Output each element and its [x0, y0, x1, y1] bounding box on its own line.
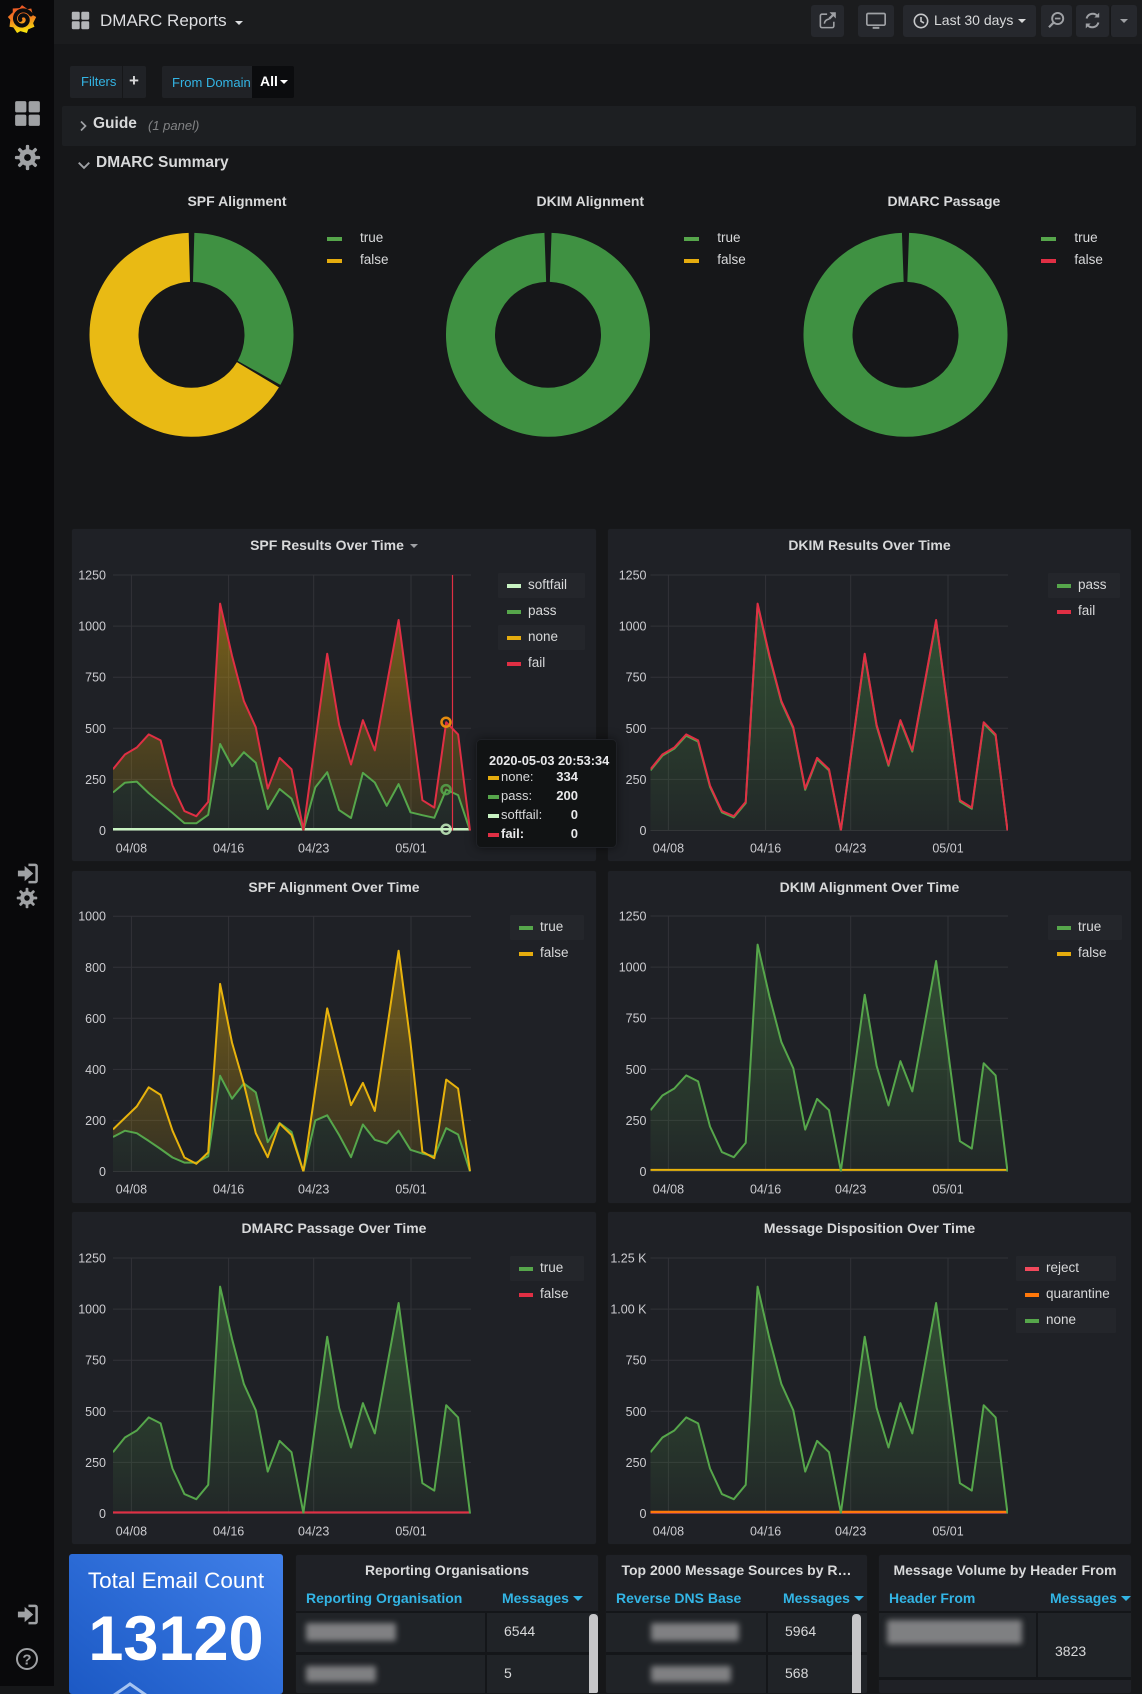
svg-text:04/16: 04/16 — [750, 842, 781, 856]
svg-text:800: 800 — [85, 961, 106, 975]
svg-text:0: 0 — [640, 824, 647, 838]
svg-text:1.00 K: 1.00 K — [610, 1303, 647, 1317]
svg-text:?: ? — [22, 1652, 31, 1669]
svg-text:1250: 1250 — [78, 569, 106, 583]
svg-text:1000: 1000 — [619, 620, 647, 634]
svg-text:750: 750 — [85, 1354, 106, 1368]
svg-text:0: 0 — [640, 1165, 647, 1179]
svg-text:1.25 K: 1.25 K — [610, 1252, 647, 1266]
svg-text:04/08: 04/08 — [116, 842, 147, 856]
svg-text:0: 0 — [99, 1165, 106, 1179]
svg-text:04/23: 04/23 — [835, 1525, 866, 1539]
svg-text:750: 750 — [626, 1012, 647, 1026]
svg-text:500: 500 — [85, 722, 106, 736]
svg-text:250: 250 — [626, 1114, 647, 1128]
svg-text:05/01: 05/01 — [395, 842, 426, 856]
svg-text:250: 250 — [85, 1456, 106, 1470]
svg-text:250: 250 — [626, 773, 647, 787]
svg-text:05/01: 05/01 — [932, 1525, 963, 1539]
svg-text:04/08: 04/08 — [653, 1183, 684, 1197]
svg-text:04/23: 04/23 — [298, 842, 329, 856]
svg-text:05/01: 05/01 — [395, 1525, 426, 1539]
svg-text:1000: 1000 — [619, 961, 647, 975]
svg-text:250: 250 — [626, 1456, 647, 1470]
svg-text:500: 500 — [626, 722, 647, 736]
svg-text:04/08: 04/08 — [116, 1525, 147, 1539]
svg-text:04/16: 04/16 — [213, 1183, 244, 1197]
svg-text:04/23: 04/23 — [835, 842, 866, 856]
svg-text:04/16: 04/16 — [750, 1525, 781, 1539]
svg-text:1250: 1250 — [619, 569, 647, 583]
svg-text:05/01: 05/01 — [932, 842, 963, 856]
svg-text:04/08: 04/08 — [653, 842, 684, 856]
svg-text:1250: 1250 — [78, 1252, 106, 1266]
svg-text:1000: 1000 — [78, 620, 106, 634]
svg-text:04/23: 04/23 — [298, 1525, 329, 1539]
svg-text:500: 500 — [626, 1063, 647, 1077]
svg-text:600: 600 — [85, 1012, 106, 1026]
svg-text:750: 750 — [85, 671, 106, 685]
svg-text:750: 750 — [626, 671, 647, 685]
svg-text:500: 500 — [626, 1405, 647, 1419]
svg-text:04/08: 04/08 — [116, 1183, 147, 1197]
svg-text:250: 250 — [85, 773, 106, 787]
svg-text:1250: 1250 — [619, 910, 647, 924]
svg-text:04/16: 04/16 — [213, 842, 244, 856]
svg-text:0: 0 — [640, 1507, 647, 1521]
svg-text:04/16: 04/16 — [213, 1525, 244, 1539]
svg-text:500: 500 — [85, 1405, 106, 1419]
svg-text:750: 750 — [626, 1354, 647, 1368]
svg-text:04/23: 04/23 — [835, 1183, 866, 1197]
svg-text:1000: 1000 — [78, 1303, 106, 1317]
svg-text:04/08: 04/08 — [653, 1525, 684, 1539]
svg-text:04/23: 04/23 — [298, 1183, 329, 1197]
svg-text:400: 400 — [85, 1063, 106, 1077]
svg-text:05/01: 05/01 — [932, 1183, 963, 1197]
svg-text:1000: 1000 — [78, 910, 106, 924]
svg-text:0: 0 — [99, 1507, 106, 1521]
svg-text:04/16: 04/16 — [750, 1183, 781, 1197]
svg-text:0: 0 — [99, 824, 106, 838]
svg-text:05/01: 05/01 — [395, 1183, 426, 1197]
svg-text:200: 200 — [85, 1114, 106, 1128]
